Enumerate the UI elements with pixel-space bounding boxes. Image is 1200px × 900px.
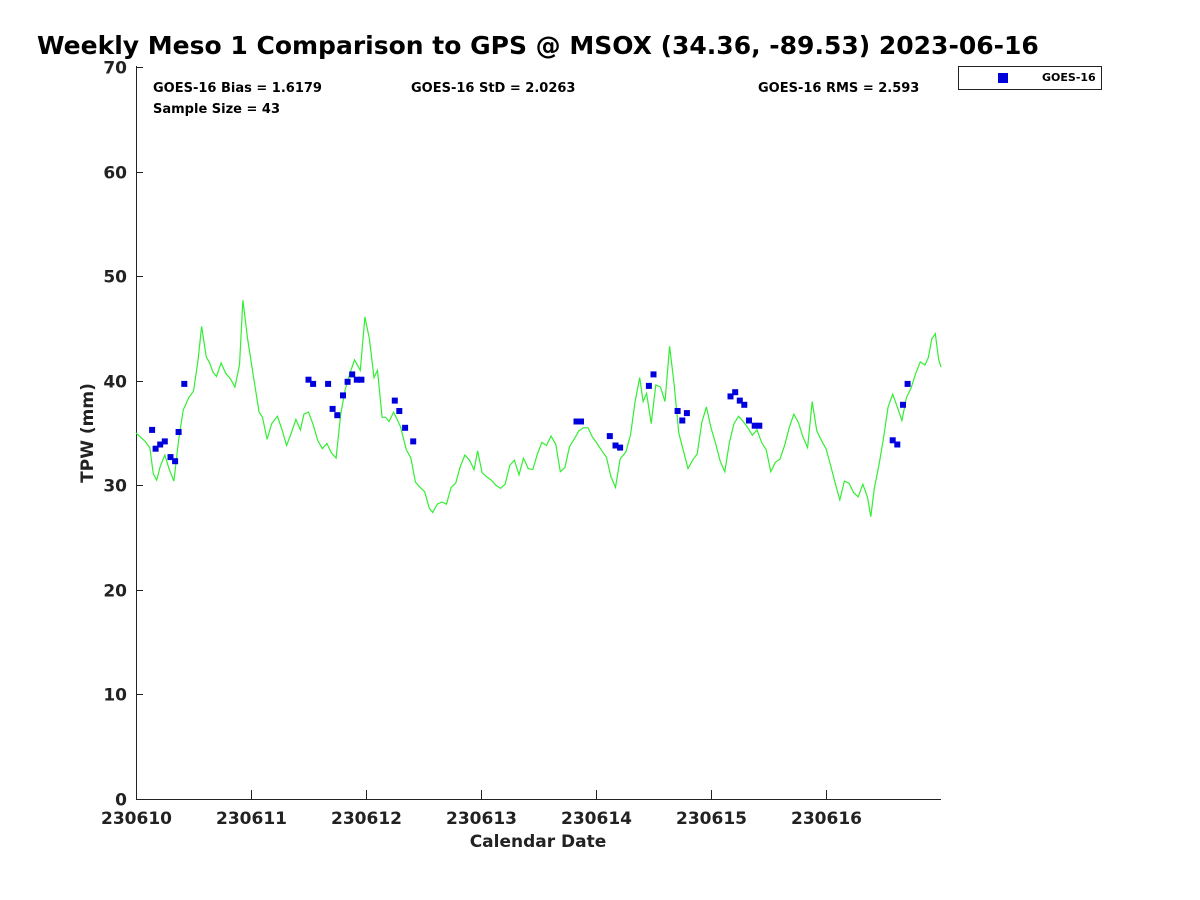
- goes16-point: [349, 371, 356, 378]
- goes16-point: [161, 438, 168, 445]
- y-ticks: 0 10 20 30 40 50 60 70: [103, 59, 143, 811]
- goes16-point: [305, 376, 312, 383]
- goes16-point: [310, 380, 317, 387]
- goes16-point: [900, 401, 906, 408]
- legend-marker-goes16: [998, 73, 1008, 83]
- bias-stat: GOES-16 Bias = 1.6179: [153, 81, 322, 96]
- legend: GOES-16: [958, 66, 1102, 90]
- goes16-point: [894, 441, 901, 448]
- gps-series-line: [135, 300, 942, 517]
- y-tick-label: 60: [103, 164, 127, 184]
- x-ticks: 230610 230611 230612 230613 230614 230615 2306…: [101, 790, 862, 829]
- goes16-point: [358, 376, 365, 383]
- x-tick-label: 230610: [101, 809, 172, 829]
- sample-size-stat: Sample Size = 43: [153, 102, 280, 117]
- goes16-point: [149, 426, 156, 433]
- goes16-point: [410, 438, 417, 445]
- goes16-point: [396, 408, 403, 414]
- goes16-point: [645, 382, 652, 389]
- goes16-point: [736, 397, 743, 404]
- stats-box: GOES-16 Bias = 1.6179 GOES-16 StD = 2.02…: [153, 81, 919, 117]
- y-tick-label: 50: [103, 268, 127, 288]
- goes16-point: [340, 392, 346, 399]
- goes16-point: [152, 445, 159, 452]
- goes16-point: [746, 417, 752, 424]
- y-tick-label: 70: [103, 59, 127, 79]
- goes16-point: [889, 437, 896, 444]
- goes16-point: [157, 441, 164, 448]
- x-tick-label: 230615: [676, 809, 747, 829]
- y-tick-label: 20: [103, 582, 127, 602]
- y-tick-label: 10: [103, 686, 127, 706]
- goes16-point: [683, 410, 690, 417]
- goes16-point: [727, 393, 734, 400]
- y-tick-label: 30: [103, 477, 127, 497]
- x-tick-label: 230614: [561, 809, 632, 829]
- legend-box: [958, 66, 1102, 90]
- goes16-point: [353, 376, 360, 383]
- goes16-point: [325, 380, 332, 387]
- goes16-point: [573, 418, 580, 425]
- y-tick-label: 0: [115, 791, 127, 811]
- goes16-point: [612, 442, 619, 449]
- series-layer: [135, 300, 942, 517]
- goes16-point: [175, 429, 182, 435]
- goes16-point: [578, 418, 584, 425]
- goes16-point: [617, 444, 624, 451]
- goes16-point: [334, 412, 341, 419]
- std-stat: GOES-16 StD = 2.0263: [411, 81, 575, 96]
- x-tick-label: 230616: [791, 809, 862, 829]
- goes16-point: [732, 389, 739, 396]
- goes16-point: [391, 397, 398, 404]
- y-tick-label: 40: [103, 373, 127, 393]
- goes16-point: [741, 401, 748, 408]
- goes16-point: [674, 408, 681, 414]
- legend-label-goes16: GOES-16: [1042, 71, 1096, 84]
- goes16-point: [167, 454, 174, 461]
- rms-stat: GOES-16 RMS = 2.593: [758, 81, 919, 96]
- goes16-point: [329, 405, 336, 412]
- x-tick-label: 230613: [446, 809, 517, 829]
- goes16-point: [344, 378, 351, 385]
- goes16-point: [402, 424, 409, 431]
- goes16-point: [756, 422, 763, 429]
- y-axis-title: TPW (mm): [78, 383, 98, 483]
- goes16-point: [679, 417, 686, 424]
- goes16-point: [904, 380, 911, 387]
- goes16-point: [650, 371, 657, 378]
- x-tick-label: 230612: [331, 809, 402, 829]
- plot-axes: [136, 66, 941, 800]
- goes16-point: [606, 433, 613, 440]
- goes16-point: [181, 380, 188, 387]
- x-tick-label: 230611: [216, 809, 287, 829]
- goes16-point: [751, 422, 758, 429]
- x-axis-title: Calendar Date: [470, 832, 607, 852]
- chart-title: Weekly Meso 1 Comparison to GPS @ MSOX (…: [37, 31, 1039, 60]
- goes16-point: [172, 458, 179, 465]
